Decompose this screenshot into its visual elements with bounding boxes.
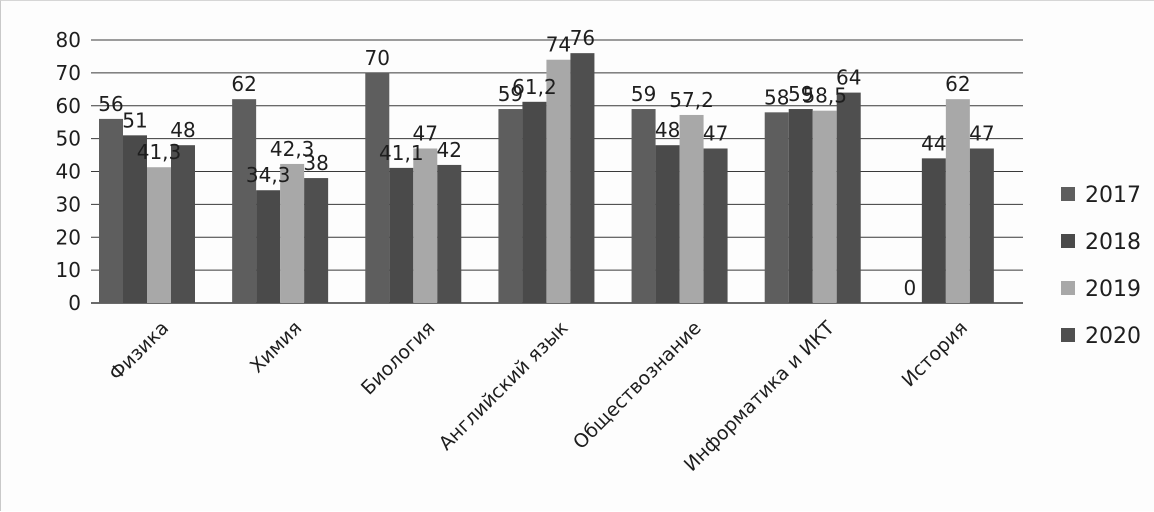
data-label: 42,3 xyxy=(270,137,315,161)
y-tick-label: 10 xyxy=(56,258,81,282)
bar xyxy=(546,59,571,303)
data-label: 62 xyxy=(945,72,970,96)
legend-swatch xyxy=(1061,328,1075,342)
bar xyxy=(389,167,414,303)
y-tick-label: 40 xyxy=(56,160,81,184)
legend-label: 2019 xyxy=(1085,277,1141,302)
data-label: 42 xyxy=(437,138,462,162)
legend-label: 2018 xyxy=(1085,230,1141,255)
data-label: 38 xyxy=(303,151,328,175)
y-tick-label: 20 xyxy=(56,225,81,249)
y-tick-label: 80 xyxy=(56,28,81,52)
bar xyxy=(703,148,728,303)
data-label: 51 xyxy=(122,108,147,132)
x-tick-label: Английский язык xyxy=(435,317,573,455)
data-label: 59 xyxy=(498,82,523,106)
x-tick-label: Физика xyxy=(105,317,173,385)
data-label: 47 xyxy=(703,121,728,145)
data-label: 74 xyxy=(546,33,571,57)
bar xyxy=(836,92,861,303)
data-label: 70 xyxy=(365,46,390,70)
data-label: 47 xyxy=(969,121,994,145)
legend-label: 2020 xyxy=(1085,324,1141,349)
bars xyxy=(99,53,994,304)
y-tick-label: 60 xyxy=(56,94,81,118)
data-label: 58,5 xyxy=(802,84,847,108)
data-label: 57,2 xyxy=(669,88,714,112)
bar xyxy=(256,190,281,303)
data-label: 41,3 xyxy=(137,140,182,164)
bar xyxy=(232,99,257,303)
data-label: 59 xyxy=(631,82,656,106)
bar xyxy=(522,101,547,304)
bar xyxy=(123,135,147,303)
legend: 2017 2018 2019 2020 xyxy=(1061,183,1141,349)
bar xyxy=(812,110,837,304)
data-label: 47 xyxy=(413,121,438,145)
x-tick-label: Биология xyxy=(357,317,439,399)
legend-label: 2017 xyxy=(1085,183,1141,208)
legend-swatch xyxy=(1061,281,1075,295)
data-label: 62 xyxy=(231,72,256,96)
bar xyxy=(788,109,813,303)
data-label: 34,3 xyxy=(246,163,291,187)
bar xyxy=(280,163,305,303)
data-label: 56 xyxy=(98,92,123,116)
bar xyxy=(969,148,994,303)
data-label: 48 xyxy=(170,118,195,142)
x-tick-label: История xyxy=(898,317,972,391)
bar xyxy=(679,114,704,303)
data-label: 64 xyxy=(836,66,861,90)
data-label: 0 xyxy=(903,276,916,300)
data-label: 58 xyxy=(764,85,789,109)
bar xyxy=(147,167,171,303)
bar xyxy=(99,118,123,304)
data-label: 59 xyxy=(788,82,813,106)
bar xyxy=(570,53,595,304)
bar xyxy=(764,112,789,303)
data-label: 76 xyxy=(570,26,595,50)
bar xyxy=(655,145,680,303)
y-tick-label: 30 xyxy=(56,192,81,216)
legend-swatch xyxy=(1061,234,1075,248)
bar xyxy=(413,148,438,303)
legend-swatch xyxy=(1061,187,1075,201)
bar xyxy=(945,99,970,303)
data-labels: 565141,3486234,342,3387041,147425961,274… xyxy=(98,26,994,300)
y-tick-label: 0 xyxy=(68,291,81,315)
x-tick-label: Обществознание xyxy=(569,317,706,454)
bar xyxy=(921,158,946,303)
data-label: 61,2 xyxy=(512,75,557,99)
x-tick-label: Информатика и ИКТ xyxy=(680,317,839,476)
y-tick-label: 70 xyxy=(56,61,81,85)
y-axis: 0 10 20 30 40 50 60 70 80 xyxy=(56,28,81,315)
bar xyxy=(304,178,329,303)
bar xyxy=(171,145,195,303)
bar xyxy=(498,109,523,303)
y-tick-label: 50 xyxy=(56,127,81,151)
bar xyxy=(365,72,390,303)
x-tick-label: Химия xyxy=(246,317,306,377)
bar xyxy=(631,109,656,303)
data-label: 48 xyxy=(655,118,680,142)
data-label: 41,1 xyxy=(379,141,424,165)
bar xyxy=(437,164,462,303)
data-label: 44 xyxy=(921,131,946,155)
